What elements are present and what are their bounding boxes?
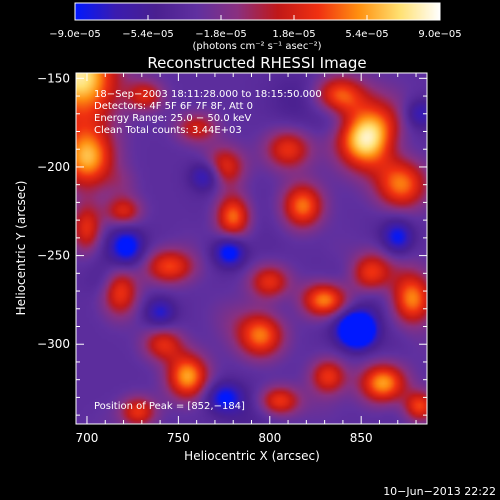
footer-timestamp: 10−Jun−2013 22:22: [383, 485, 496, 498]
annotation-time: 18−Sep−2003 18:11:28.000 to 18:15:50.000: [94, 89, 322, 100]
y-axis-label: Heliocentric Y (arcsec): [14, 181, 28, 316]
x-tick-label: 700: [76, 431, 99, 445]
colorbar-bar: [74, 2, 441, 21]
heatmap-image: [76, 73, 427, 424]
colorbar-tick-label: −1.8e−05: [195, 29, 247, 40]
y-tick-label: −300: [37, 337, 70, 351]
colorbar-ticks: −9.0e−05 −5.4e−05 −1.8e−05 1.8e−05 5.4e−05 9.…: [49, 15, 462, 40]
colorbar: −9.0e−05 −5.4e−05 −1.8e−05 1.8e−05 5.4e−05 9.…: [49, 2, 462, 52]
annotations: 18−Sep−2003 18:11:28.000 to 18:15:50.000…: [94, 89, 322, 412]
x-axis-label: Heliocentric X (arcsec): [184, 449, 320, 463]
annotation-energy: Energy Range: 25.0 − 50.0 keV: [94, 113, 251, 124]
chart-title: Reconstructed RHESSI Image: [147, 54, 366, 72]
colorbar-tick-label: −5.4e−05: [122, 29, 174, 40]
y-tick-label: −200: [37, 160, 70, 174]
y-tick-label: −250: [37, 249, 70, 263]
y-tick-label: −150: [37, 71, 70, 85]
x-tick-label: 850: [350, 431, 373, 445]
colorbar-tick-label: −9.0e−05: [49, 29, 101, 40]
annotation-peak: Position of Peak = [852,−184]: [94, 401, 245, 412]
colorbar-unit-label: (photons cm⁻² s⁻¹ asec⁻²): [192, 41, 321, 52]
colorbar-tick-label: 9.0e−05: [418, 29, 461, 40]
colorbar-tick-label: 5.4e−05: [345, 29, 388, 40]
annotation-detectors: Detectors: 4F 5F 6F 7F 8F, Att 0: [94, 101, 253, 112]
x-tick-label: 750: [167, 431, 190, 445]
annotation-clean: Clean Total counts: 3.44E+03: [94, 125, 242, 136]
x-tick-label: 800: [258, 431, 281, 445]
colorbar-tick-label: 1.8e−05: [272, 29, 315, 40]
plot-area: 700 750 800 850 −150 −200 −250 −300: [37, 71, 428, 445]
axis-ticks: 700 750 800 850 −150 −200 −250 −300: [37, 71, 427, 445]
